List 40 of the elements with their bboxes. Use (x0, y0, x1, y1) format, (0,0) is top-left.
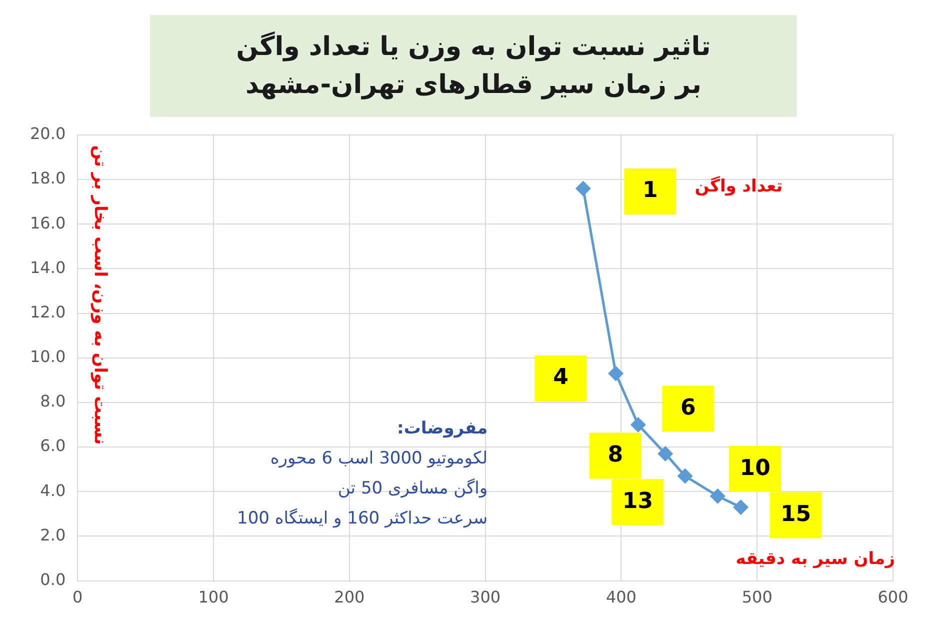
point (734, 500, 748, 514)
chart-title: تاثیر نسبت توان به وزن یا تعداد واگن بر زمان سیر قطارهای تهران-مشهد (150, 15, 797, 117)
annotation: واگن مسافری 50 تن (338, 477, 488, 498)
point (576, 181, 590, 196)
y-tick-label: 14.0 (30, 258, 66, 277)
x-tick-label: 300 (470, 588, 501, 607)
x-tick-label: 600 (878, 588, 908, 607)
annotation: 13 (622, 488, 654, 514)
point (710, 488, 725, 504)
point (630, 418, 646, 432)
annotation: تعداد واگن (694, 175, 783, 196)
y-tick-label: 10.0 (30, 347, 66, 366)
annotation: سرعت حداکثر 160 و ایستگاه 100 (237, 507, 488, 528)
point (658, 446, 673, 461)
y-tick-label: 2.0 (40, 525, 66, 544)
annotation: 15 (780, 502, 812, 527)
y-tick-label: 8.0 (40, 392, 66, 411)
annotation: 4 (553, 365, 568, 390)
y-axis-title: نسبت توان به وزن، اسب بخار بر تن (90, 145, 110, 445)
x-axis-title: زمان سیر به دقیقه (736, 549, 895, 570)
x-tick-label: 500 (742, 588, 772, 607)
x-tick-label: 200 (334, 588, 365, 607)
point (678, 468, 692, 484)
annotation: 1 (642, 178, 658, 204)
x-tick-label: 100 (198, 588, 229, 607)
y-tick-label: 0.0 (40, 570, 66, 589)
y-tick-label: 4.0 (40, 480, 66, 500)
y-tick-label: 6.0 (40, 436, 66, 456)
y-tick-label: 18.0 (30, 168, 66, 188)
y-tick-label: 20.0 (30, 124, 66, 144)
annotation: 8 (608, 442, 624, 468)
annotation: 10 (740, 456, 770, 481)
y-tick-label: 16.0 (30, 213, 66, 232)
x-tick-label: 400 (606, 588, 636, 607)
point (608, 366, 624, 381)
annotation: 6 (680, 395, 696, 420)
y-tick-label: 12.0 (30, 302, 66, 322)
annotation: لکوموتیو 3000 اسب 6 محوره (270, 448, 488, 468)
annotation: مفروضات: (397, 418, 488, 438)
x-tick-label: 0 (72, 588, 83, 607)
